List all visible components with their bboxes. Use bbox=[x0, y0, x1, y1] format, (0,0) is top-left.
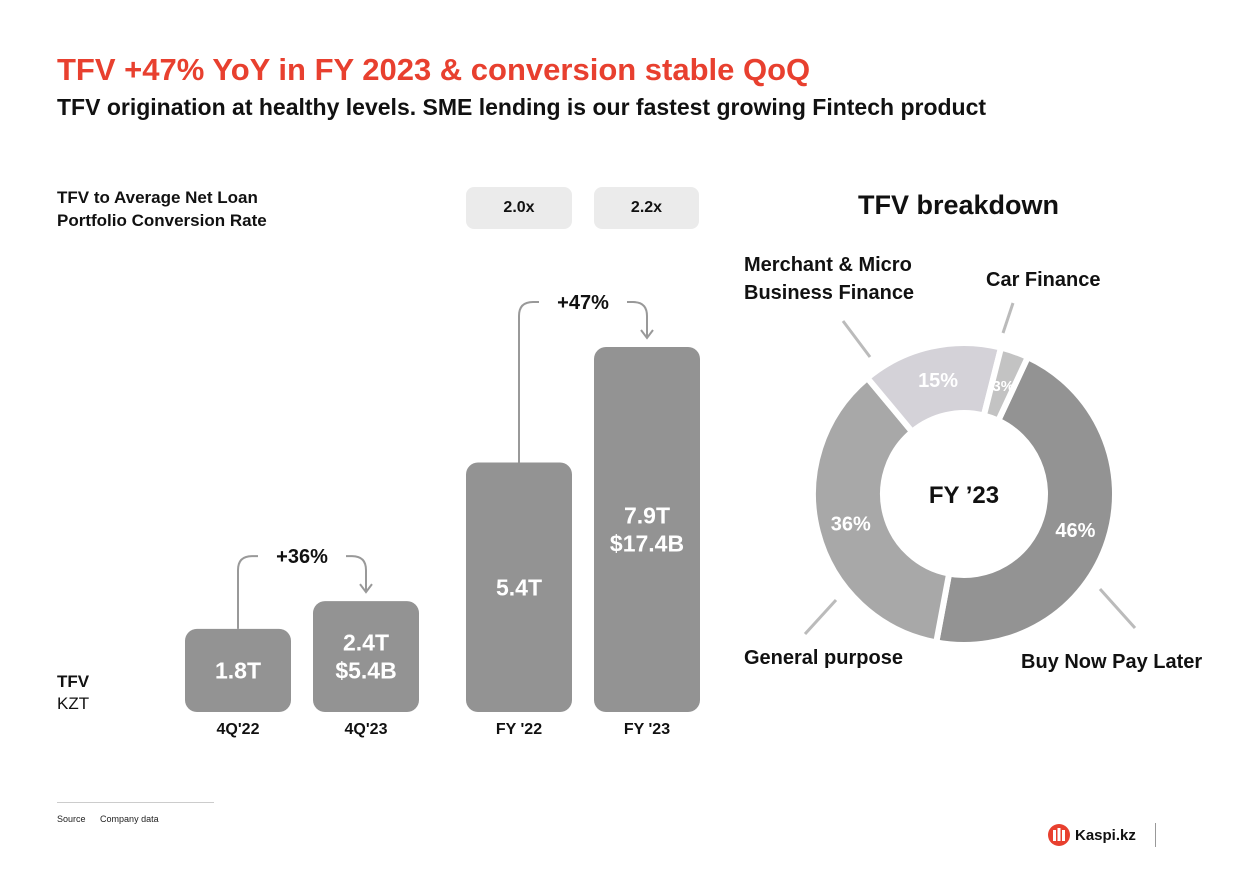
donut-label-line: Merchant & Micro bbox=[744, 254, 912, 276]
donut-leader-line bbox=[1001, 302, 1015, 334]
category-label: FY '22 bbox=[495, 721, 543, 738]
donut-label-merchant: Merchant & Micro Business Finance bbox=[744, 251, 914, 307]
donut-slice-label: 15% bbox=[918, 370, 958, 392]
logo-separator bbox=[1155, 823, 1156, 847]
conversion-label-line: TFV to Average Net Loan bbox=[57, 188, 258, 207]
bar-data-label: $5.4B bbox=[335, 658, 396, 684]
bar-data-label: 7.9T bbox=[624, 503, 670, 529]
source-note: Source Company data bbox=[57, 814, 159, 824]
growth-arrowhead-icon bbox=[359, 583, 373, 594]
bar-3 bbox=[594, 347, 700, 712]
donut-center-label: FY ’23 bbox=[929, 482, 999, 509]
donut-leader-line bbox=[841, 320, 872, 358]
conversion-rate-label: TFV to Average Net Loan Portfolio Conver… bbox=[57, 186, 357, 232]
donut-slice-label: 36% bbox=[831, 513, 871, 535]
tfv-axis-label: TFV KZT bbox=[57, 671, 89, 715]
tfv-unit-label: KZT bbox=[57, 694, 90, 713]
growth-label: +36% bbox=[276, 546, 328, 568]
kaspi-logo[interactable]: Kaspi.kz bbox=[1048, 824, 1136, 846]
bar-1 bbox=[313, 601, 419, 712]
conversion-pill-fy22: 2.0x bbox=[466, 187, 572, 229]
bar-data-label: 2.4T bbox=[343, 630, 389, 656]
page-subtitle: TFV origination at healthy levels. SME l… bbox=[57, 94, 987, 120]
category-label: 4Q'23 bbox=[344, 721, 388, 738]
conversion-pill-fy23: 2.2x bbox=[594, 187, 699, 229]
category-label: 4Q'22 bbox=[216, 721, 260, 738]
bar-0 bbox=[185, 628, 291, 712]
donut-title: TFV breakdown bbox=[858, 190, 1060, 220]
page-title: TFV +47% YoY in FY 2023 & conversion sta… bbox=[57, 52, 811, 87]
bar-data-label: 5.4T bbox=[496, 574, 542, 600]
bar-2 bbox=[466, 462, 572, 712]
donut-slice-label: 3% bbox=[992, 378, 1014, 395]
bar-data-label: $17.4B bbox=[610, 531, 684, 557]
donut-slice bbox=[980, 344, 1031, 424]
donut-leader-line bbox=[1098, 587, 1137, 630]
growth-arrow-line bbox=[237, 555, 367, 629]
donut-slice bbox=[810, 374, 953, 646]
donut-label-car-finance: Car Finance bbox=[986, 269, 1101, 291]
donut-label-line: Business Finance bbox=[744, 282, 915, 304]
tfv-metric-label: TFV bbox=[57, 672, 90, 691]
donut-label-general-purpose: General purpose bbox=[744, 647, 903, 669]
donut-slice bbox=[933, 354, 1118, 648]
bar-data-label: 1.8T bbox=[215, 657, 261, 683]
kaspi-logo-text: Kaspi.kz bbox=[1075, 826, 1136, 844]
source-label: Source bbox=[57, 814, 86, 824]
category-label: FY '23 bbox=[623, 721, 671, 738]
growth-arrowhead-icon bbox=[640, 329, 654, 340]
growth-label: +47% bbox=[557, 292, 609, 314]
donut-label-bnpl: Buy Now Pay Later bbox=[1021, 651, 1203, 673]
source-divider bbox=[57, 802, 214, 803]
kaspi-logo-icon bbox=[1048, 824, 1070, 846]
conversion-label-line: Portfolio Conversion Rate bbox=[57, 211, 267, 230]
donut-leader-line bbox=[803, 598, 838, 636]
source-value: Company data bbox=[100, 814, 159, 824]
growth-arrow-line bbox=[518, 301, 648, 463]
donut-slice-label: 46% bbox=[1055, 520, 1095, 542]
